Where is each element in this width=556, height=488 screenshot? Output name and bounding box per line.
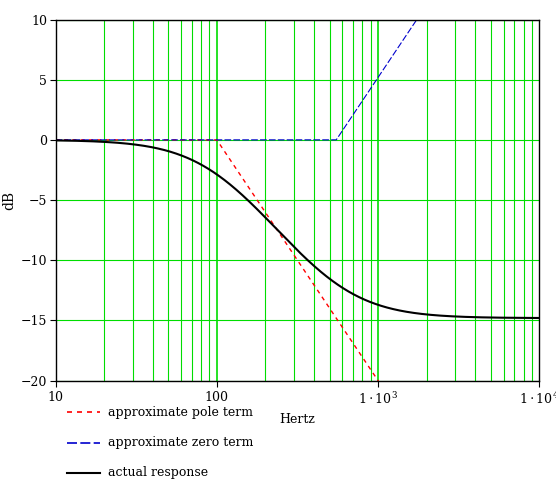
Text: approximate pole term: approximate pole term (108, 406, 254, 419)
Text: approximate zero term: approximate zero term (108, 436, 254, 449)
Y-axis label: dB: dB (3, 190, 17, 210)
X-axis label: Hertz: Hertz (280, 412, 315, 426)
Text: actual response: actual response (108, 467, 208, 479)
